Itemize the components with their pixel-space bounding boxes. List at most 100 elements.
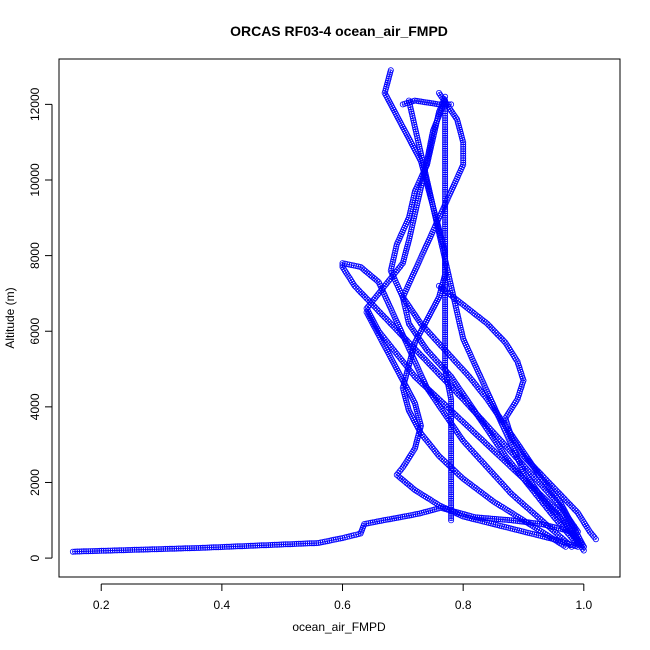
data-point bbox=[591, 534, 598, 541]
data-point bbox=[226, 543, 233, 550]
data-point bbox=[442, 169, 449, 176]
data-point bbox=[458, 329, 465, 336]
data-point bbox=[404, 316, 411, 323]
data-point bbox=[372, 304, 379, 311]
data-point bbox=[361, 521, 368, 528]
data-point bbox=[138, 546, 145, 553]
data-point bbox=[448, 463, 455, 470]
data-point bbox=[380, 312, 387, 319]
data-point bbox=[160, 546, 167, 553]
data-point bbox=[442, 141, 449, 148]
data-point bbox=[467, 375, 474, 382]
data-point bbox=[158, 546, 165, 553]
data-point bbox=[478, 416, 485, 423]
data-point bbox=[463, 421, 470, 428]
data-point bbox=[552, 497, 559, 504]
data-point bbox=[162, 545, 169, 552]
data-point bbox=[466, 402, 473, 409]
data-point bbox=[360, 292, 367, 299]
data-point bbox=[442, 329, 449, 336]
data-point bbox=[405, 320, 412, 327]
data-point bbox=[508, 517, 515, 524]
data-point bbox=[549, 493, 556, 500]
data-point bbox=[493, 330, 500, 337]
data-point bbox=[553, 487, 560, 494]
data-point bbox=[510, 492, 517, 499]
data-point bbox=[538, 494, 545, 501]
data-point bbox=[282, 541, 289, 548]
data-point bbox=[414, 197, 421, 204]
data-point bbox=[413, 202, 420, 209]
data-point bbox=[448, 437, 455, 444]
data-point bbox=[321, 538, 328, 545]
data-point bbox=[521, 502, 528, 509]
data-point bbox=[442, 208, 449, 215]
data-point bbox=[273, 541, 280, 548]
data-point bbox=[415, 195, 422, 202]
data-point bbox=[470, 449, 477, 456]
data-point bbox=[525, 457, 532, 464]
data-point bbox=[482, 421, 489, 428]
data-point bbox=[454, 389, 461, 396]
data-point bbox=[186, 545, 193, 552]
data-point bbox=[413, 132, 420, 139]
data-point bbox=[485, 322, 492, 329]
data-point bbox=[300, 540, 307, 547]
data-point bbox=[442, 355, 449, 362]
data-point bbox=[442, 370, 449, 377]
data-point bbox=[442, 124, 449, 131]
data-point bbox=[550, 507, 557, 514]
data-point bbox=[475, 454, 482, 461]
data-point bbox=[514, 527, 521, 534]
data-point bbox=[485, 424, 492, 431]
data-point bbox=[528, 508, 535, 515]
data-point bbox=[69, 548, 76, 555]
data-point bbox=[448, 400, 455, 407]
data-point bbox=[506, 517, 513, 524]
data-point bbox=[459, 331, 466, 338]
data-point bbox=[448, 398, 455, 405]
data-point bbox=[537, 470, 544, 477]
data-point bbox=[564, 498, 571, 505]
data-point bbox=[537, 480, 544, 487]
data-point bbox=[258, 542, 265, 549]
data-point bbox=[387, 320, 394, 327]
data-point bbox=[452, 302, 459, 309]
data-point bbox=[544, 501, 551, 508]
data-point bbox=[448, 441, 455, 448]
data-point bbox=[460, 396, 467, 403]
data-point bbox=[495, 516, 502, 523]
data-point bbox=[464, 442, 471, 449]
data-point bbox=[511, 452, 518, 459]
data-point bbox=[448, 426, 455, 433]
data-point bbox=[533, 512, 540, 519]
data-point bbox=[522, 529, 529, 536]
data-point bbox=[442, 333, 449, 340]
data-point bbox=[556, 490, 563, 497]
data-point bbox=[386, 516, 393, 523]
data-point bbox=[525, 467, 532, 474]
data-point bbox=[256, 542, 263, 549]
data-point bbox=[529, 472, 536, 479]
data-point bbox=[153, 546, 160, 553]
data-point bbox=[493, 432, 500, 439]
data-point bbox=[448, 445, 455, 452]
data-point bbox=[555, 489, 562, 496]
data-point bbox=[442, 225, 449, 232]
data-point bbox=[497, 334, 504, 341]
y-tick-label: 8000 bbox=[28, 242, 42, 269]
data-point bbox=[399, 464, 406, 471]
data-point bbox=[534, 467, 541, 474]
data-point bbox=[573, 526, 580, 533]
data-point bbox=[335, 535, 342, 542]
data-point bbox=[460, 148, 467, 155]
data-point bbox=[503, 485, 510, 492]
data-point bbox=[496, 477, 503, 484]
data-point bbox=[468, 426, 475, 433]
data-point bbox=[85, 548, 92, 555]
data-point bbox=[448, 486, 455, 493]
data-point bbox=[463, 441, 470, 448]
data-point bbox=[415, 139, 422, 146]
data-point bbox=[499, 439, 506, 446]
data-point bbox=[526, 459, 533, 466]
